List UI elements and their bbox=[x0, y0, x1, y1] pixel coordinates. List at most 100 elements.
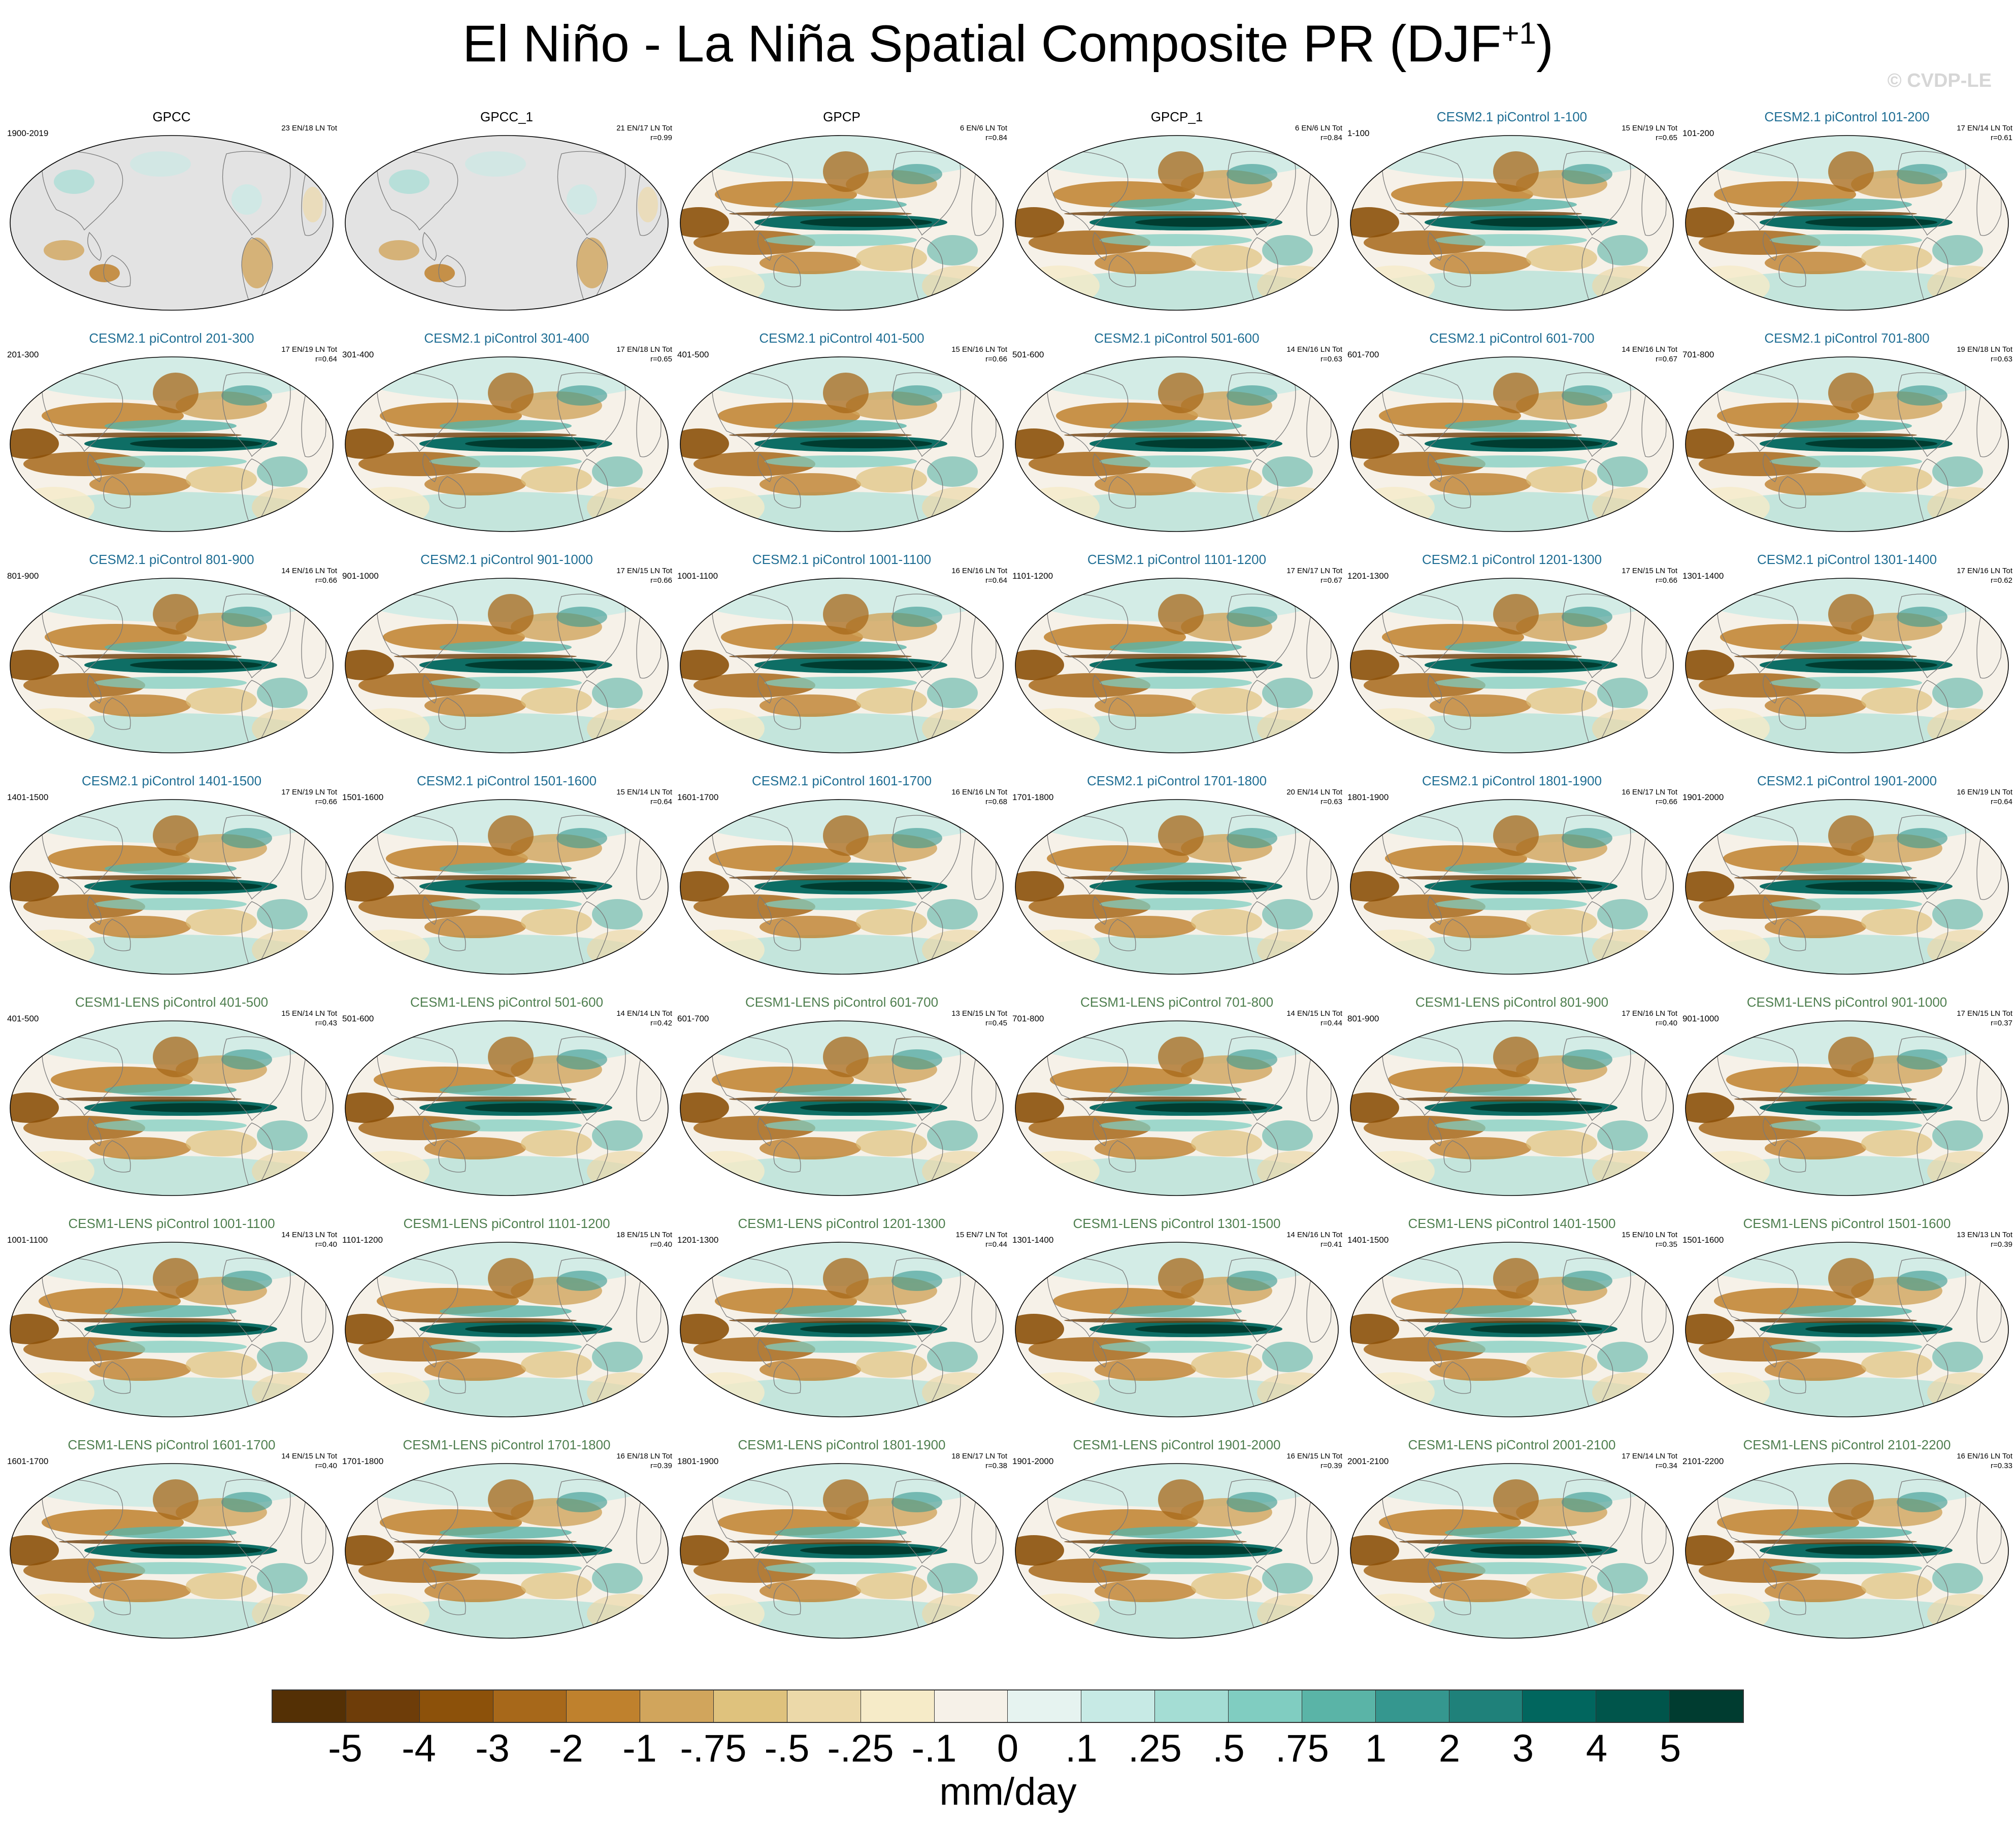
panel-pattern-correlation: r=0.66 bbox=[1656, 798, 1677, 806]
map-panel: CESM2.1 piControl 701-800 701-800 19 EN/18… bbox=[1679, 330, 2014, 549]
panel-period: 501-600 bbox=[1012, 350, 1044, 359]
panel-pattern-correlation: r=0.62 bbox=[1991, 576, 2012, 585]
panel-period: 401-500 bbox=[7, 1014, 39, 1023]
panel-pattern-correlation: r=0.39 bbox=[650, 1462, 672, 1470]
map-panel: CESM1-LENS piControl 2101-2200 2101-2200 1… bbox=[1679, 1437, 2014, 1655]
panel-period: 1501-1600 bbox=[342, 792, 384, 802]
global-map bbox=[1685, 1020, 2009, 1196]
global-map bbox=[680, 1463, 1004, 1639]
colorbar-tick-label: -.75 bbox=[680, 1727, 747, 1770]
colorbar-swatch bbox=[1302, 1690, 1376, 1722]
panel-pattern-correlation: r=0.99 bbox=[650, 134, 672, 142]
global-map bbox=[1685, 578, 2009, 753]
panel-stats: 18 EN/17 LN Tot r=0.38 bbox=[951, 1451, 1007, 1471]
colorbar-swatch bbox=[273, 1690, 346, 1722]
panel-title: CESM2.1 piControl 1001-1100 bbox=[752, 552, 932, 567]
panel-stats: 17 EN/15 LN Tot r=0.37 bbox=[1957, 1009, 2012, 1028]
map-panel: CESM2.1 piControl 1501-1600 1501-1600 15 E… bbox=[339, 773, 674, 991]
global-map bbox=[1685, 356, 2009, 532]
panel-pattern-correlation: r=0.44 bbox=[1320, 1019, 1342, 1027]
panel-event-count: 14 EN/16 LN Tot bbox=[281, 567, 337, 575]
panel-title: CESM1-LENS piControl 1801-1900 bbox=[738, 1437, 946, 1452]
global-map bbox=[10, 135, 334, 311]
panel-stats: 15 EN/14 LN Tot r=0.64 bbox=[616, 787, 672, 807]
panel-event-count: 14 EN/16 LN Tot bbox=[1286, 1231, 1342, 1239]
panel-pattern-correlation: r=0.65 bbox=[1656, 134, 1677, 142]
panel-period: 601-700 bbox=[677, 1014, 709, 1023]
panel-pattern-correlation: r=0.67 bbox=[1320, 576, 1342, 585]
panel-title: CESM1-LENS piControl 1201-1300 bbox=[738, 1216, 946, 1231]
map-panel: CESM2.1 piControl 1401-1500 1401-1500 17 E… bbox=[4, 773, 339, 991]
panel-pattern-correlation: r=0.43 bbox=[315, 1019, 337, 1027]
panel-stats: 17 EN/14 LN Tot r=0.61 bbox=[1957, 123, 2012, 143]
global-map bbox=[1685, 1463, 2009, 1639]
panel-pattern-correlation: r=0.64 bbox=[315, 355, 337, 363]
panel-event-count: 16 EN/16 LN Tot bbox=[1957, 1452, 2012, 1461]
map-panel: CESM1-LENS piControl 1901-2000 1901-2000 1… bbox=[1009, 1437, 1344, 1655]
panel-period: 1901-2000 bbox=[1012, 1456, 1054, 1466]
map-panel: CESM2.1 piControl 801-900 801-900 14 EN/16… bbox=[4, 552, 339, 770]
panel-title: CESM1-LENS piControl 801-900 bbox=[1415, 994, 1609, 1010]
panel-title: CESM2.1 piControl 1101-1200 bbox=[1087, 552, 1267, 567]
map-panel: CESM1-LENS piControl 501-600 501-600 14 EN… bbox=[339, 994, 674, 1213]
colorbar-swatch bbox=[934, 1690, 1008, 1722]
map-panel: CESM2.1 piControl 1901-2000 1901-2000 16 E… bbox=[1679, 773, 2014, 991]
panel-title: CESM2.1 piControl 1301-1400 bbox=[1757, 552, 1937, 567]
panel-stats: 14 EN/13 LN Tot r=0.40 bbox=[281, 1230, 337, 1249]
colorbar-tick-label: -2 bbox=[549, 1727, 583, 1770]
map-panel: CESM1-LENS piControl 601-700 601-700 13 EN… bbox=[674, 994, 1009, 1213]
colorbar-swatch bbox=[1596, 1690, 1670, 1722]
panel-stats: 16 EN/15 LN Tot r=0.39 bbox=[1286, 1451, 1342, 1471]
colorbar-tick-label: .75 bbox=[1275, 1727, 1329, 1770]
colorbar-swatch bbox=[346, 1690, 420, 1722]
panel-pattern-correlation: r=0.37 bbox=[1991, 1019, 2012, 1027]
panel-period: 1401-1500 bbox=[1347, 1235, 1389, 1245]
map-panel: CESM2.1 piControl 501-600 501-600 14 EN/16… bbox=[1009, 330, 1344, 549]
panel-event-count: 15 EN/14 LN Tot bbox=[281, 1009, 337, 1018]
panel-pattern-correlation: r=0.67 bbox=[1656, 355, 1677, 363]
global-map bbox=[680, 135, 1004, 311]
map-panel: CESM2.1 piControl 1701-1800 1701-1800 20 E… bbox=[1009, 773, 1344, 991]
colorbar-tick-label: 4 bbox=[1585, 1727, 1608, 1770]
panel-event-count: 18 EN/17 LN Tot bbox=[951, 1452, 1007, 1461]
map-panel: CESM2.1 piControl 401-500 401-500 15 EN/16… bbox=[674, 330, 1009, 549]
panel-pattern-correlation: r=0.63 bbox=[1320, 355, 1342, 363]
panel-title: GPCC_1 bbox=[480, 109, 534, 124]
panel-pattern-correlation: r=0.45 bbox=[985, 1019, 1007, 1027]
panel-stats: 16 EN/16 LN Tot r=0.33 bbox=[1957, 1451, 2012, 1471]
panel-event-count: 6 EN/6 LN Tot bbox=[1295, 124, 1342, 132]
panel-period: 1601-1700 bbox=[7, 1456, 49, 1466]
panel-stats: 17 EN/15 LN Tot r=0.66 bbox=[1622, 566, 1677, 585]
panel-period: 801-900 bbox=[1347, 1014, 1379, 1023]
global-map bbox=[1685, 799, 2009, 975]
map-panel: CESM1-LENS piControl 901-1000 901-1000 17 … bbox=[1679, 994, 2014, 1213]
global-map bbox=[345, 1020, 669, 1196]
map-panel: CESM1-LENS piControl 401-500 401-500 15 EN… bbox=[4, 994, 339, 1213]
panel-period: 1301-1400 bbox=[1012, 1235, 1054, 1245]
panel-period: 1201-1300 bbox=[1347, 571, 1389, 581]
panel-stats: 20 EN/14 LN Tot r=0.63 bbox=[1286, 787, 1342, 807]
map-panel: CESM1-LENS piControl 1701-1800 1701-1800 1… bbox=[339, 1437, 674, 1655]
colorbar-swatch bbox=[640, 1690, 714, 1722]
panel-title: CESM1-LENS piControl 2001-2100 bbox=[1408, 1437, 1616, 1452]
panel-title: GPCC bbox=[152, 109, 191, 124]
colorbar-tick-label: 5 bbox=[1659, 1727, 1681, 1770]
map-panel: CESM2.1 piControl 1-100 1-100 15 EN/19 LN … bbox=[1344, 109, 1679, 327]
panel-event-count: 14 EN/16 LN Tot bbox=[1286, 345, 1342, 354]
panel-stats: 14 EN/16 LN Tot r=0.41 bbox=[1286, 1230, 1342, 1249]
panel-stats: 17 EN/16 LN Tot r=0.62 bbox=[1957, 566, 2012, 585]
panel-period: 1501-1600 bbox=[1682, 1235, 1724, 1245]
panel-pattern-correlation: r=0.66 bbox=[985, 355, 1007, 363]
global-map bbox=[680, 356, 1004, 532]
panel-period: 1101-1200 bbox=[1012, 571, 1053, 581]
panel-period: 2001-2100 bbox=[1347, 1456, 1389, 1466]
panel-period: 1900-2019 bbox=[7, 128, 49, 138]
panel-event-count: 17 EN/14 LN Tot bbox=[1622, 1452, 1677, 1461]
colorbar-tick-label: 2 bbox=[1438, 1727, 1461, 1770]
panel-stats: 17 EN/19 LN Tot r=0.64 bbox=[281, 345, 337, 364]
panel-title: GPCP_1 bbox=[1150, 109, 1203, 124]
panel-pattern-correlation: r=0.33 bbox=[1991, 1462, 2012, 1470]
panel-stats: 6 EN/6 LN Tot r=0.84 bbox=[1295, 123, 1342, 143]
panel-title: CESM1-LENS piControl 501-600 bbox=[410, 994, 604, 1010]
panel-title: CESM2.1 piControl 701-800 bbox=[1764, 330, 1930, 346]
